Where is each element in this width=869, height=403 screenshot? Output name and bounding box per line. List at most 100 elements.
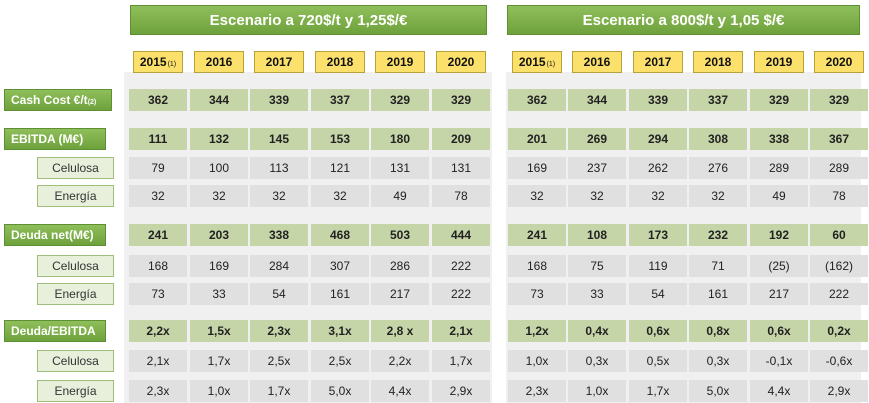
value-cell-right: 344: [568, 89, 626, 111]
value-cell-left: 339: [250, 89, 308, 111]
year-header-left: 2016: [194, 51, 244, 73]
row-label-text: Deuda/EBITDA: [11, 324, 96, 338]
value-cell-left: 444: [432, 224, 490, 246]
year-header-right: 2018: [693, 51, 743, 73]
value-cell-left: 131: [371, 157, 429, 179]
row-footnote: (2): [87, 98, 97, 106]
value-cell-right: 119: [629, 255, 687, 277]
year-label: 2015: [139, 55, 167, 69]
value-cell-right: 241: [508, 224, 566, 246]
value-cell-left: 338: [250, 224, 308, 246]
year-label: 2019: [386, 55, 414, 69]
year-header-right: 2015 (1): [512, 51, 562, 73]
value-cell-right: 232: [689, 224, 747, 246]
year-header-right: 2019: [754, 51, 804, 73]
year-header-left: 2020: [436, 51, 486, 73]
value-cell-right: 71: [689, 255, 747, 277]
value-cell-left: 2,5x: [311, 350, 369, 372]
value-cell-left: 113: [250, 157, 308, 179]
value-cell-left: 2,2x: [129, 320, 187, 342]
value-cell-left: 1,7x: [250, 380, 308, 402]
sub-row-label: Celulosa: [37, 255, 114, 277]
value-cell-right: 269: [568, 128, 626, 150]
value-cell-right: 32: [508, 185, 566, 207]
value-cell-right: 0,3x: [689, 350, 747, 372]
year-header-right: 2020: [814, 51, 864, 73]
year-label: 2015: [518, 55, 546, 69]
value-cell-left: 2,5x: [250, 350, 308, 372]
row-label-text: Cash Cost €/t: [11, 93, 88, 107]
value-cell-left: 2,2x: [371, 350, 429, 372]
value-cell-right: 78: [810, 185, 868, 207]
value-cell-left: 100: [190, 157, 248, 179]
value-cell-right: 32: [689, 185, 747, 207]
value-cell-right: -0,1x: [750, 350, 808, 372]
year-label: 2017: [265, 55, 293, 69]
row-label: EBITDA (M€): [4, 128, 106, 150]
value-cell-right: 2,3x: [508, 380, 566, 402]
value-cell-right: 192: [750, 224, 808, 246]
value-cell-right: 32: [568, 185, 626, 207]
value-cell-right: 0,2x: [810, 320, 868, 342]
value-cell-left: 32: [190, 185, 248, 207]
value-cell-left: 49: [371, 185, 429, 207]
value-cell-right: -0,6x: [810, 350, 868, 372]
value-cell-left: 32: [311, 185, 369, 207]
value-cell-left: 145: [250, 128, 308, 150]
value-cell-left: 222: [432, 283, 490, 305]
value-cell-right: 60: [810, 224, 868, 246]
row-label: Cash Cost €/t (2): [4, 89, 112, 111]
value-cell-right: 49: [750, 185, 808, 207]
year-header-left: 2015 (1): [133, 51, 183, 73]
value-cell-left: 2,1x: [432, 320, 490, 342]
scenario-header-right: Escenario a 800$/t y 1,05 $/€: [507, 5, 860, 35]
row-label: Deuda net(M€): [4, 224, 106, 246]
value-cell-right: 362: [508, 89, 566, 111]
value-cell-left: 131: [432, 157, 490, 179]
value-cell-left: 153: [311, 128, 369, 150]
value-cell-right: 54: [629, 283, 687, 305]
year-label: 2020: [447, 55, 475, 69]
value-cell-right: 4,4x: [750, 380, 808, 402]
value-cell-right: 0,6x: [629, 320, 687, 342]
year-header-right: 2016: [572, 51, 622, 73]
value-cell-left: 209: [432, 128, 490, 150]
year-label: 2016: [583, 55, 611, 69]
value-cell-left: 169: [190, 255, 248, 277]
value-cell-left: 121: [311, 157, 369, 179]
value-cell-left: 329: [371, 89, 429, 111]
value-cell-left: 168: [129, 255, 187, 277]
value-cell-left: 2,8 x: [371, 320, 429, 342]
value-cell-right: 169: [508, 157, 566, 179]
value-cell-left: 54: [250, 283, 308, 305]
value-cell-left: 284: [250, 255, 308, 277]
year-header-left: 2017: [254, 51, 304, 73]
value-cell-right: 308: [689, 128, 747, 150]
value-cell-right: 168: [508, 255, 566, 277]
value-cell-right: 262: [629, 157, 687, 179]
value-cell-left: 344: [190, 89, 248, 111]
value-cell-left: 2,9x: [432, 380, 490, 402]
value-cell-left: 161: [311, 283, 369, 305]
value-cell-left: 329: [432, 89, 490, 111]
value-cell-right: 338: [750, 128, 808, 150]
value-cell-left: 217: [371, 283, 429, 305]
value-cell-left: 1,0x: [190, 380, 248, 402]
scenario-header-left: Escenario a 720$/t y 1,25$/€: [130, 5, 487, 35]
value-cell-right: 75: [568, 255, 626, 277]
sub-row-label: Energía: [37, 185, 114, 207]
value-cell-left: 32: [129, 185, 187, 207]
value-cell-left: 203: [190, 224, 248, 246]
value-cell-left: 241: [129, 224, 187, 246]
value-cell-right: 173: [629, 224, 687, 246]
year-label: 2017: [644, 55, 672, 69]
value-cell-right: 108: [568, 224, 626, 246]
value-cell-right: 367: [810, 128, 868, 150]
value-cell-left: 78: [432, 185, 490, 207]
value-cell-left: 2,3x: [129, 380, 187, 402]
value-cell-left: 79: [129, 157, 187, 179]
year-label: 2016: [205, 55, 233, 69]
sub-row-label: Celulosa: [37, 157, 114, 179]
value-cell-left: 337: [311, 89, 369, 111]
value-cell-left: 1,7x: [432, 350, 490, 372]
